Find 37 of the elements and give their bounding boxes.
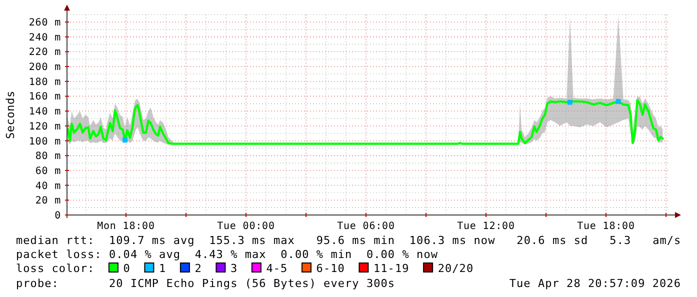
text: median rtt: 109.7 ms avg 155.3 ms max 95.6 ms min 106.3 ms now 20.6 ms sd 5.3 am/s: [16, 234, 682, 247]
point: [616, 98, 621, 104]
y-tick-label: 20 m: [35, 196, 61, 207]
x-tick-label: Tue 18:00: [577, 221, 635, 232]
legend-label: 3: [230, 262, 238, 275]
legend-label: 4-5: [266, 262, 288, 275]
legend-label: 1: [159, 262, 166, 275]
y-tick-label: 140 m: [28, 106, 61, 118]
x-tick-label: Mon 18:00: [97, 221, 155, 232]
y-tick-label: 200 m: [28, 62, 61, 74]
text: packet loss: 0.04 % avg 4.43 % max 0.00 % min 0.00 % now: [16, 248, 438, 261]
x-tick-label: Tue 12:00: [457, 221, 515, 232]
y-tick-label: 80 m: [35, 151, 61, 162]
y-tick-label: 100 m: [28, 136, 61, 148]
legend-label: 0: [123, 262, 130, 275]
y-tick-label: 260 m: [28, 18, 61, 29]
legend-label: 2: [194, 262, 202, 275]
point: [568, 100, 572, 105]
y-tick-label: 220 m: [28, 47, 61, 58]
y-tick-label: 160 m: [28, 92, 61, 103]
text: probe: 20 ICMP Echo Pings (56 Bytes) every 300s: [16, 277, 396, 290]
x-tick-label: Tue 06:00: [337, 221, 395, 232]
x-tick-label: Tue 00:00: [217, 221, 275, 232]
y-axis-title: Seconds: [4, 90, 17, 140]
y-tick-label: 180 m: [28, 76, 61, 88]
legend-label: 6-10: [316, 262, 345, 275]
legend-title: loss color:: [16, 262, 95, 275]
point: [122, 138, 128, 143]
y-tick-label: 0: [54, 210, 61, 222]
line-series: [66, 98, 664, 145]
y-tick-label: 40 m: [35, 180, 61, 192]
y-tick-label: 120 m: [28, 121, 61, 132]
legend-label: 11-19: [374, 262, 410, 275]
y-tick-label: 240 m: [28, 32, 61, 44]
y-tick-label: 60 m: [35, 166, 61, 177]
text: Tue Apr 28 20:57:09 2026: [509, 277, 681, 290]
legend-label: 20/20: [438, 262, 474, 275]
